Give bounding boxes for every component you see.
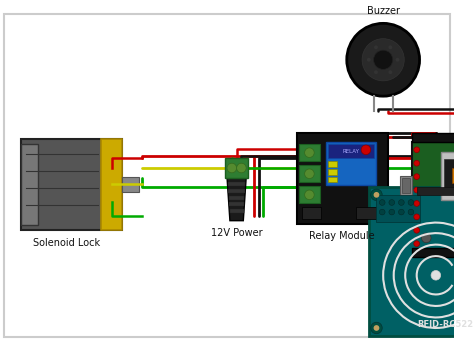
Circle shape (361, 145, 371, 155)
Circle shape (374, 46, 378, 49)
Circle shape (379, 200, 385, 205)
Bar (225, 158, 248, 178)
Circle shape (347, 23, 419, 96)
Bar (417, 187, 474, 195)
Bar (326, 142, 375, 185)
Circle shape (374, 192, 379, 198)
Circle shape (431, 270, 441, 280)
Bar (297, 132, 388, 224)
Circle shape (305, 148, 314, 157)
Bar (402, 178, 410, 193)
Circle shape (388, 70, 392, 74)
Circle shape (421, 233, 431, 243)
Bar (122, 177, 139, 192)
Bar (299, 165, 320, 183)
Circle shape (466, 35, 474, 45)
Bar (100, 139, 122, 230)
Bar (21, 144, 38, 226)
Bar (401, 176, 412, 195)
Text: RFID-RC522: RFID-RC522 (418, 320, 474, 329)
Bar (412, 132, 474, 142)
Circle shape (362, 39, 404, 81)
Bar (441, 152, 474, 200)
Bar (328, 144, 374, 158)
Circle shape (388, 46, 392, 49)
Circle shape (379, 209, 385, 215)
Bar (444, 159, 474, 193)
Bar (21, 139, 122, 230)
Circle shape (389, 200, 395, 205)
Polygon shape (227, 178, 246, 221)
Circle shape (462, 30, 474, 57)
Circle shape (414, 174, 419, 179)
Text: 12V Power: 12V Power (211, 228, 263, 238)
Circle shape (374, 325, 379, 331)
Bar (328, 169, 337, 175)
Circle shape (374, 50, 393, 69)
Bar (369, 187, 474, 336)
Bar (376, 195, 419, 221)
Text: Solenoid Lock: Solenoid Lock (33, 238, 100, 248)
Bar (302, 207, 321, 219)
Circle shape (414, 160, 419, 166)
Bar (412, 142, 474, 247)
Circle shape (371, 322, 382, 334)
Circle shape (367, 58, 371, 62)
Circle shape (389, 209, 395, 215)
Bar (412, 247, 474, 257)
Bar (299, 186, 320, 204)
Circle shape (305, 190, 314, 200)
Bar (299, 144, 320, 161)
Circle shape (414, 214, 419, 220)
Circle shape (396, 58, 400, 62)
Circle shape (408, 200, 414, 205)
Bar (328, 177, 337, 183)
Circle shape (374, 70, 378, 74)
Bar (452, 168, 467, 183)
Bar (228, 183, 245, 186)
Bar (356, 207, 383, 219)
Circle shape (305, 169, 314, 179)
Bar (328, 161, 337, 167)
Circle shape (237, 163, 246, 173)
Circle shape (408, 209, 414, 215)
Circle shape (399, 200, 404, 205)
Circle shape (371, 189, 382, 200)
Bar (229, 196, 245, 200)
Circle shape (414, 187, 419, 193)
Circle shape (227, 163, 237, 173)
Text: RELAY: RELAY (342, 149, 359, 154)
Bar (229, 203, 244, 206)
Circle shape (414, 147, 419, 153)
Bar (229, 209, 244, 213)
Circle shape (399, 209, 404, 215)
Circle shape (414, 227, 419, 233)
Text: Buzzer: Buzzer (367, 6, 400, 16)
Text: Relay Module: Relay Module (309, 231, 375, 241)
Bar (228, 189, 245, 193)
Circle shape (414, 241, 419, 247)
Circle shape (414, 200, 419, 206)
